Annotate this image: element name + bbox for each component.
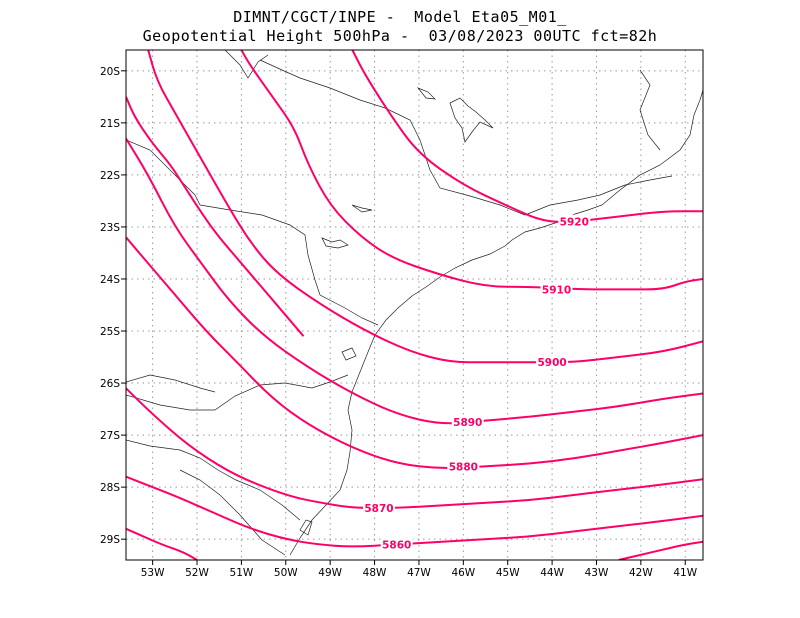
- lon-tick-label: 53W: [141, 567, 165, 579]
- border-ms: [126, 139, 201, 206]
- contour-label-background: [451, 415, 484, 429]
- border-mg-es: [639, 69, 661, 151]
- lat-tick-label: 24S: [100, 274, 120, 286]
- lat-tick-label: 21S: [100, 118, 120, 130]
- lat-tick-label: 26S: [100, 378, 120, 390]
- border-mg-rj: [524, 175, 673, 216]
- reservoir-furnas: [449, 97, 494, 143]
- border-uruguay: [179, 469, 286, 556]
- lagoon-sc: [341, 347, 357, 361]
- contour-line: [126, 96, 305, 337]
- contour-line-5900: [147, 50, 703, 364]
- lon-tick-label: 49W: [318, 567, 342, 579]
- contour-label: 5920: [560, 217, 589, 229]
- lat-tick-label: 23S: [100, 222, 120, 234]
- border-argentina: [126, 374, 216, 393]
- lon-tick-label: 50W: [274, 567, 298, 579]
- contour-label: 5860: [382, 539, 411, 551]
- lat-tick-label: 20S: [100, 66, 120, 78]
- contour-label: 5880: [449, 461, 478, 473]
- contour-label-background: [380, 537, 413, 551]
- coastline: [289, 89, 703, 556]
- contour-label-background: [362, 500, 395, 514]
- contour-label: 5900: [537, 357, 566, 369]
- lat-tick-label: 27S: [100, 430, 120, 442]
- lon-tick-label: 52W: [185, 567, 209, 579]
- coastline-and-borders: [126, 50, 703, 556]
- contour-labels: 5920 5910 5900 5890 5880 5870 5860: [362, 214, 591, 551]
- axis-tick-labels: 53W 52W 51W 50W 49W 48W 47W 46W 45W 44W 43W 42W 41W 2…: [100, 66, 698, 579]
- map-frame: [125, 49, 704, 561]
- lat-tick-label: 28S: [100, 482, 120, 494]
- lon-tick-label: 45W: [496, 567, 520, 579]
- contour-label-background: [536, 355, 569, 369]
- reservoir-parana: [321, 237, 349, 249]
- border-sc-pr: [126, 374, 349, 411]
- lon-tick-label: 51W: [230, 567, 254, 579]
- geopotential-contours: [126, 50, 703, 560]
- graticule: [126, 50, 703, 560]
- contour-label-background: [558, 214, 591, 228]
- lat-tick-label: 29S: [100, 534, 120, 546]
- contour-line-5890: [126, 137, 703, 425]
- lat-tick-label: 22S: [100, 170, 120, 182]
- border-sp-mg: [259, 59, 526, 216]
- lon-tick-label: 41W: [673, 567, 697, 579]
- reservoir-tres-marias: [416, 87, 436, 100]
- axis-ticks: [121, 70, 686, 565]
- lon-tick-label: 46W: [451, 567, 475, 579]
- lagoon-patos: [299, 519, 313, 536]
- contour-label-background: [540, 282, 573, 296]
- lat-tick-label: 25S: [100, 326, 120, 338]
- border-rs-sc: [126, 439, 301, 521]
- map-title-line2: Geopotential Height 500hPa - 03/08/2023 …: [142, 27, 658, 45]
- contour-label: 5890: [453, 417, 482, 429]
- map-title-line1: DIMNT/CGCT/INPE - Model Eta05_M01_: [233, 8, 567, 26]
- contour-line-5860: [126, 475, 703, 548]
- contour-line-5910: [240, 50, 703, 291]
- contour-line: [126, 527, 198, 560]
- contour-line: [618, 540, 703, 560]
- lon-tick-label: 43W: [585, 567, 609, 579]
- contour-label-background: [447, 459, 480, 473]
- border-pr-sp: [199, 204, 379, 326]
- contour-label: 5910: [542, 284, 571, 296]
- contour-line-5920: [351, 50, 703, 223]
- border-go: [224, 50, 269, 79]
- lon-tick-label: 47W: [407, 567, 431, 579]
- lon-tick-label: 42W: [629, 567, 653, 579]
- lon-tick-label: 48W: [363, 567, 387, 579]
- reservoir-paranapanema: [351, 204, 373, 213]
- contour-label: 5870: [364, 503, 393, 515]
- contour-line-5880: [126, 236, 703, 470]
- lon-tick-label: 44W: [540, 567, 564, 579]
